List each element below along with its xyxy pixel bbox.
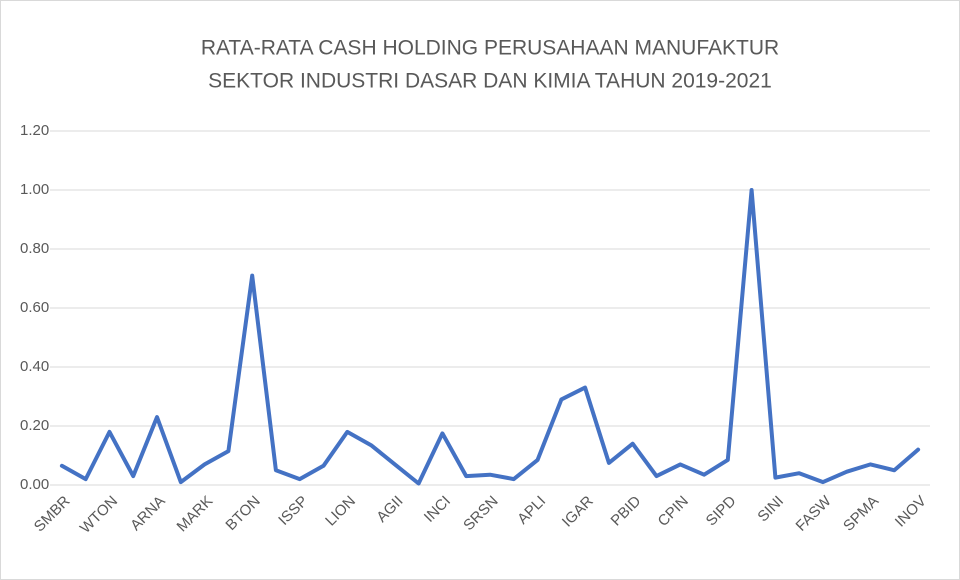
- y-tick-label: 0.00: [20, 476, 49, 493]
- y-tick-label: 0.80: [20, 240, 49, 257]
- y-tick-label: 1.00: [20, 181, 49, 198]
- y-tick-label: 0.60: [20, 299, 49, 316]
- data-line: [59, 188, 921, 486]
- y-tick-label: 0.40: [20, 358, 49, 375]
- y-tick-label: 1.20: [20, 122, 49, 139]
- chart-title: SEKTOR INDUSTRI DASAR DAN KIMIA TAHUN 20…: [208, 70, 772, 93]
- chart-title: RATA-RATA CASH HOLDING PERUSAHAAN MANUFA…: [201, 37, 779, 60]
- y-tick-label: 0.20: [20, 417, 49, 434]
